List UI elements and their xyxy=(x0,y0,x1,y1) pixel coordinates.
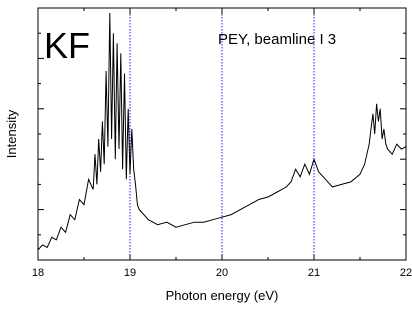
reference-lines xyxy=(129,8,315,260)
x-tick-label: 20 xyxy=(216,267,228,279)
x-tick-label: 18 xyxy=(32,267,44,279)
sample-label: KF xyxy=(44,25,90,66)
annotation-note: PEY, beamline I 3 xyxy=(218,31,336,48)
x-axis-label: Photon energy (eV) xyxy=(166,288,279,303)
x-tick-labels: 18 19 20 21 22 xyxy=(32,267,412,279)
x-tick-label: 19 xyxy=(124,267,136,279)
series-line xyxy=(37,12,407,251)
y-axis-label: Intensity xyxy=(4,109,19,158)
x-tick-label: 22 xyxy=(400,267,412,279)
x-tick-label: 21 xyxy=(308,267,320,279)
axis-ticks xyxy=(37,7,407,261)
